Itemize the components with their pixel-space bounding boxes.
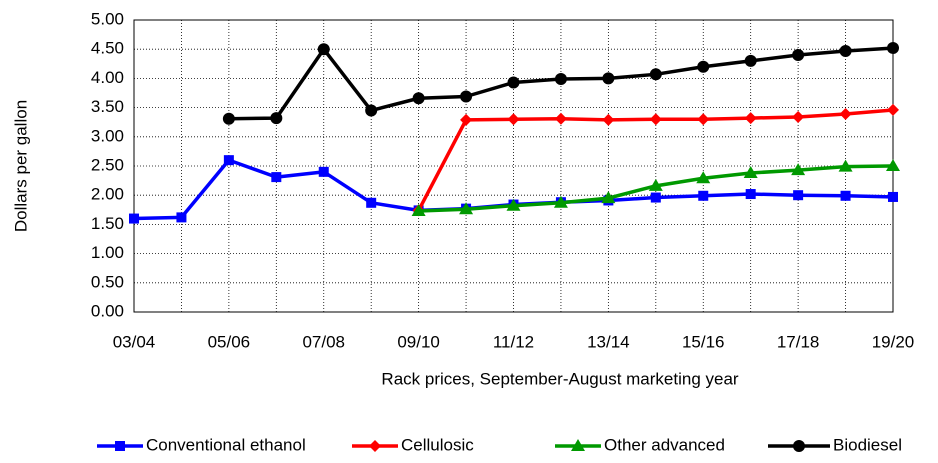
marker (886, 159, 900, 171)
y-tick-label: 2.00 (91, 185, 124, 204)
marker (650, 192, 661, 203)
legend-label: Biodiesel (833, 435, 902, 454)
y-tick-label: 4.00 (91, 68, 124, 87)
y-tick-label: 0.00 (91, 301, 124, 320)
legend-marker (571, 439, 585, 451)
x-tick-label: 19/20 (872, 332, 915, 351)
marker (649, 113, 662, 126)
x-axis-label: Rack prices, September-August marketing … (381, 369, 738, 388)
marker (602, 72, 615, 85)
legend-marker (793, 440, 805, 452)
marker (888, 191, 898, 202)
marker (791, 163, 806, 176)
y-tick-label: 2.50 (91, 155, 124, 174)
marker (412, 92, 425, 105)
x-tick-label: 11/12 (493, 332, 534, 351)
x-tick-label: 17/18 (777, 332, 820, 351)
x-tick-label: 03/04 (113, 332, 156, 351)
x-tick-label: 09/10 (397, 332, 440, 351)
marker (840, 190, 851, 201)
x-tick-label: 07/08 (302, 332, 345, 351)
marker (602, 113, 615, 126)
marker (793, 190, 804, 201)
marker (649, 68, 662, 81)
y-tick-label: 3.00 (91, 126, 124, 145)
marker (696, 171, 711, 184)
marker (223, 155, 234, 166)
marker (176, 212, 187, 223)
marker (507, 76, 520, 89)
y-tick-label: 0.50 (91, 272, 124, 291)
y-tick-label: 4.50 (91, 39, 124, 58)
marker (697, 113, 710, 126)
marker (411, 203, 426, 216)
legend-label: Conventional ethanol (146, 435, 306, 454)
marker (317, 43, 330, 56)
marker (744, 112, 757, 125)
marker (839, 44, 852, 57)
marker (129, 213, 139, 224)
marker (601, 191, 616, 204)
marker (222, 112, 235, 125)
legend-label: Other advanced (604, 435, 725, 454)
marker (270, 112, 283, 125)
legend-label: Cellulosic (401, 435, 474, 454)
legend-marker (115, 441, 125, 451)
x-tick-label: 13/14 (587, 332, 630, 351)
marker (648, 178, 663, 191)
x-tick-label: 15/16 (682, 332, 725, 351)
y-tick-label: 1.50 (91, 214, 124, 233)
marker (366, 197, 377, 208)
marker (838, 159, 853, 172)
marker (459, 202, 474, 215)
y-tick-label: 5.00 (91, 9, 124, 28)
marker (745, 189, 756, 200)
marker (365, 104, 378, 117)
marker (744, 54, 757, 67)
y-axis-label: Dollars per gallon (11, 100, 30, 232)
legend-marker (369, 440, 381, 452)
marker (554, 112, 567, 125)
marker (839, 108, 852, 121)
marker (792, 110, 805, 123)
marker (697, 60, 710, 73)
marker (698, 190, 709, 201)
marker (887, 42, 899, 55)
marker (507, 113, 520, 126)
marker (553, 195, 568, 208)
marker (460, 113, 473, 126)
marker (743, 166, 758, 179)
y-tick-label: 3.50 (91, 97, 124, 116)
marker (554, 72, 567, 85)
y-tick-label: 1.00 (91, 243, 124, 262)
marker (318, 166, 329, 177)
x-tick-label: 05/06 (208, 332, 251, 351)
marker (271, 172, 282, 183)
marker (506, 198, 521, 211)
marker (792, 49, 805, 62)
marker (460, 90, 473, 103)
marker (887, 103, 899, 116)
